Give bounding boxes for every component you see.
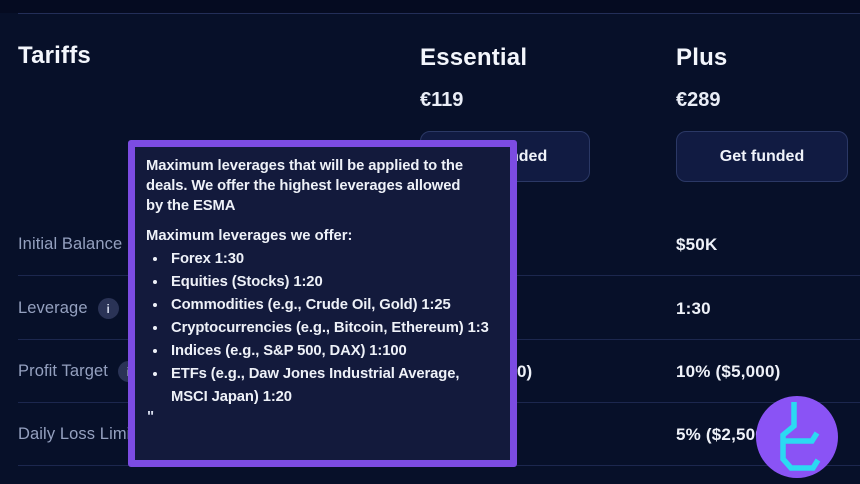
plus-value-leverage: 1:30 xyxy=(676,298,711,318)
tc-glyph-icon xyxy=(756,396,838,478)
plus-value-initial-balance: $50K xyxy=(676,234,718,254)
get-funded-button-plus[interactable]: Get funded xyxy=(676,131,848,182)
plus-value-daily-loss-limit: 5% ($2,500) xyxy=(676,424,771,444)
plan-column-plus: Plus €289 xyxy=(676,44,727,112)
tooltip-list-item-etfs: ETFs (e.g., Daw Jones Industrial Average… xyxy=(168,363,491,409)
brand-logo xyxy=(756,396,838,478)
tooltip-list-item-indices: Indices (e.g., S&P 500, DAX) 1:100 xyxy=(168,340,491,363)
plan-price-essential: €119 xyxy=(420,89,464,111)
tooltip-list-heading: Maximum leverages we offer: xyxy=(146,228,353,244)
plus-value-profit-target: 10% ($5,000) xyxy=(676,361,781,381)
tooltip-leverage-list: Forex 1:30 Equities (Stocks) 1:20 Commod… xyxy=(146,248,500,409)
page-title: Tariffs xyxy=(18,42,91,69)
plan-price-plus: €289 xyxy=(676,89,721,111)
info-icon-leverage[interactable]: i xyxy=(97,298,119,319)
tooltip-intro-text: Maximum leverages that will be applied t… xyxy=(146,158,464,214)
closing-quote-mark: " xyxy=(147,408,155,425)
plan-name-plus: Plus xyxy=(676,44,728,71)
row-label-initial-balance: Initial Balance xyxy=(18,235,123,253)
plan-column-essential: Essential €119 xyxy=(420,44,527,112)
row-label-daily-loss-limit: Daily Loss Limit xyxy=(18,425,136,443)
tooltip-list-item-commodities: Commodities (e.g., Crude Oil, Gold) 1:25 xyxy=(168,294,491,317)
row-label-profit-target: Profit Target xyxy=(18,362,108,380)
plan-name-essential: Essential xyxy=(420,44,528,71)
essential-profit-target-visible-fragment: 0) xyxy=(517,362,533,381)
tooltip-list-item-equities: Equities (Stocks) 1:20 xyxy=(168,271,491,294)
top-divider xyxy=(18,13,860,14)
leverage-tooltip: Maximum leverages that will be applied t… xyxy=(128,140,517,467)
row-label-leverage: Leverage xyxy=(18,299,88,317)
tooltip-list-item-crypto: Cryptocurrencies (e.g., Bitcoin, Ethereu… xyxy=(168,317,491,340)
tooltip-list-item-forex: Forex 1:30 xyxy=(168,248,491,271)
top-band xyxy=(0,0,860,13)
